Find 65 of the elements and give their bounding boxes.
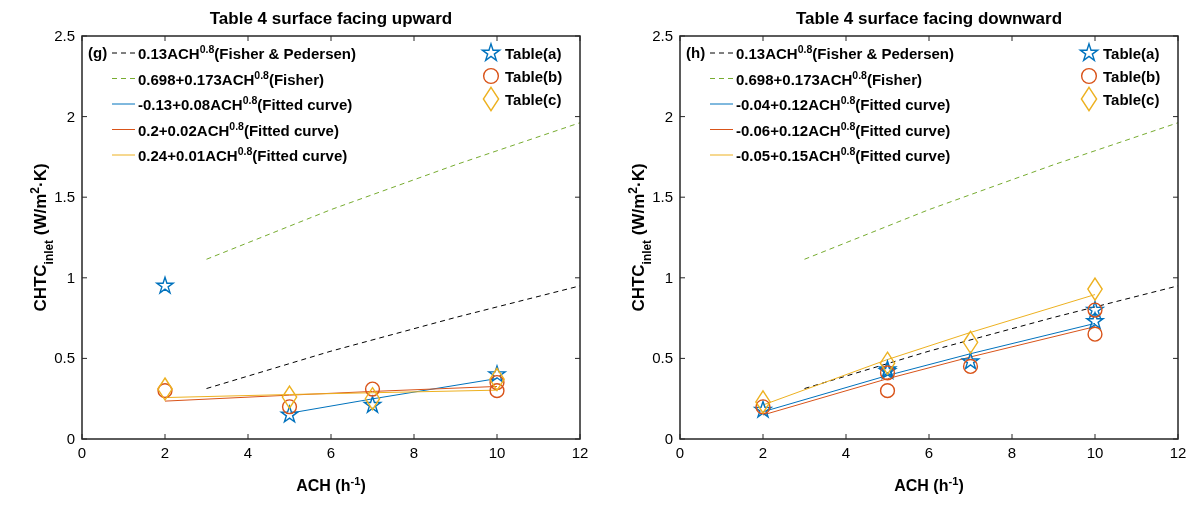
chart-title: Table 4 surface facing downward — [795, 9, 1063, 28]
point — [281, 399, 298, 415]
point — [364, 381, 381, 397]
x-tick-label: 8 — [409, 444, 419, 461]
y-tick-label: 1.5 — [652, 188, 673, 206]
y-tick-label: 2 — [664, 107, 673, 125]
x-tick-label: 2 — [758, 444, 768, 461]
y-tick-label: 1.5 — [54, 188, 75, 206]
x-tick-label: 12 — [571, 444, 589, 461]
x-tick-label: 0 — [675, 444, 685, 461]
point — [157, 383, 173, 399]
chart-title: Table 4 surface facing upward — [209, 9, 453, 28]
legend-label: 0.698+0.173ACH$^{0.8}$(Fisher) — [138, 68, 324, 88]
y-tick-label: 1 — [664, 268, 673, 286]
point — [962, 330, 979, 354]
legend-label: Table(c) — [1103, 91, 1160, 108]
point — [961, 352, 980, 370]
legend-label: Table(a) — [1103, 45, 1160, 62]
legend-label: -0.05+0.15ACH$^{0.8}$(Fitted curve) — [736, 145, 951, 164]
point — [489, 383, 505, 399]
x-tick-label: 4 — [243, 444, 253, 461]
x-tick-label: 6 — [326, 444, 336, 461]
legend-label: 0.24+0.01ACH$^{0.8}$(Fitted curve) — [138, 145, 348, 164]
point — [363, 395, 382, 413]
annotation: (g) — [88, 44, 108, 61]
point — [489, 374, 505, 391]
legend-label: -0.06+0.12ACH$^{0.8}$(Fitted curve) — [736, 119, 951, 139]
point — [1087, 326, 1103, 342]
x-tick-label: 4 — [841, 444, 851, 461]
legend-label: -0.13+0.08ACH$^{0.8}$(Fitted curve) — [138, 94, 353, 113]
x-tick-label: 10 — [1086, 444, 1104, 461]
x-tick-label: 12 — [1169, 444, 1187, 461]
point — [156, 276, 174, 294]
y-tick-label: 2.5 — [652, 27, 673, 44]
legend-label: Table(b) — [1103, 68, 1161, 85]
legend-label: 0.13ACH$^{0.8}$(Fisher & Pedersen) — [138, 43, 357, 62]
y-tick-label: 0.5 — [652, 349, 673, 367]
legend-label: Table(a) — [505, 45, 562, 62]
point — [879, 351, 896, 375]
legend-label: 0.698+0.173ACH$^{0.8}$(Fisher) — [736, 68, 922, 88]
x-axis-title: ACH (h$^{-1}$) — [894, 475, 964, 494]
legend-label: Table(b) — [505, 68, 563, 85]
point — [488, 365, 506, 383]
legend-label: -0.04+0.12ACH$^{0.8}$(Fitted curve) — [736, 94, 951, 113]
y-tick-label: 0 — [664, 430, 673, 447]
legend-label: 0.13ACH$^{0.8}$(Fisher & Pedersen) — [736, 43, 955, 62]
x-tick-label: 8 — [1007, 444, 1017, 461]
legend-label: 0.2+0.02ACH$^{0.8}$(Fitted curve) — [138, 119, 339, 139]
x-tick-label: 2 — [160, 444, 170, 461]
y-tick-label: 0.5 — [54, 349, 75, 367]
point — [879, 383, 896, 399]
legend-label: Table(c) — [505, 91, 562, 108]
point — [962, 358, 979, 375]
y-tick-label: 0 — [66, 430, 75, 447]
y-tick-label: 2 — [66, 107, 75, 125]
point — [281, 385, 298, 409]
x-tick-label: 10 — [488, 444, 506, 461]
x-axis-title: ACH (h$^{-1}$) — [296, 475, 366, 494]
x-tick-label: 6 — [924, 444, 934, 461]
y-tick-label: 1 — [66, 268, 75, 286]
y-tick-label: 2.5 — [54, 27, 75, 44]
x-tick-label: 0 — [77, 444, 87, 461]
point — [1086, 312, 1104, 329]
annotation: (h) — [686, 44, 706, 61]
point — [280, 405, 299, 423]
